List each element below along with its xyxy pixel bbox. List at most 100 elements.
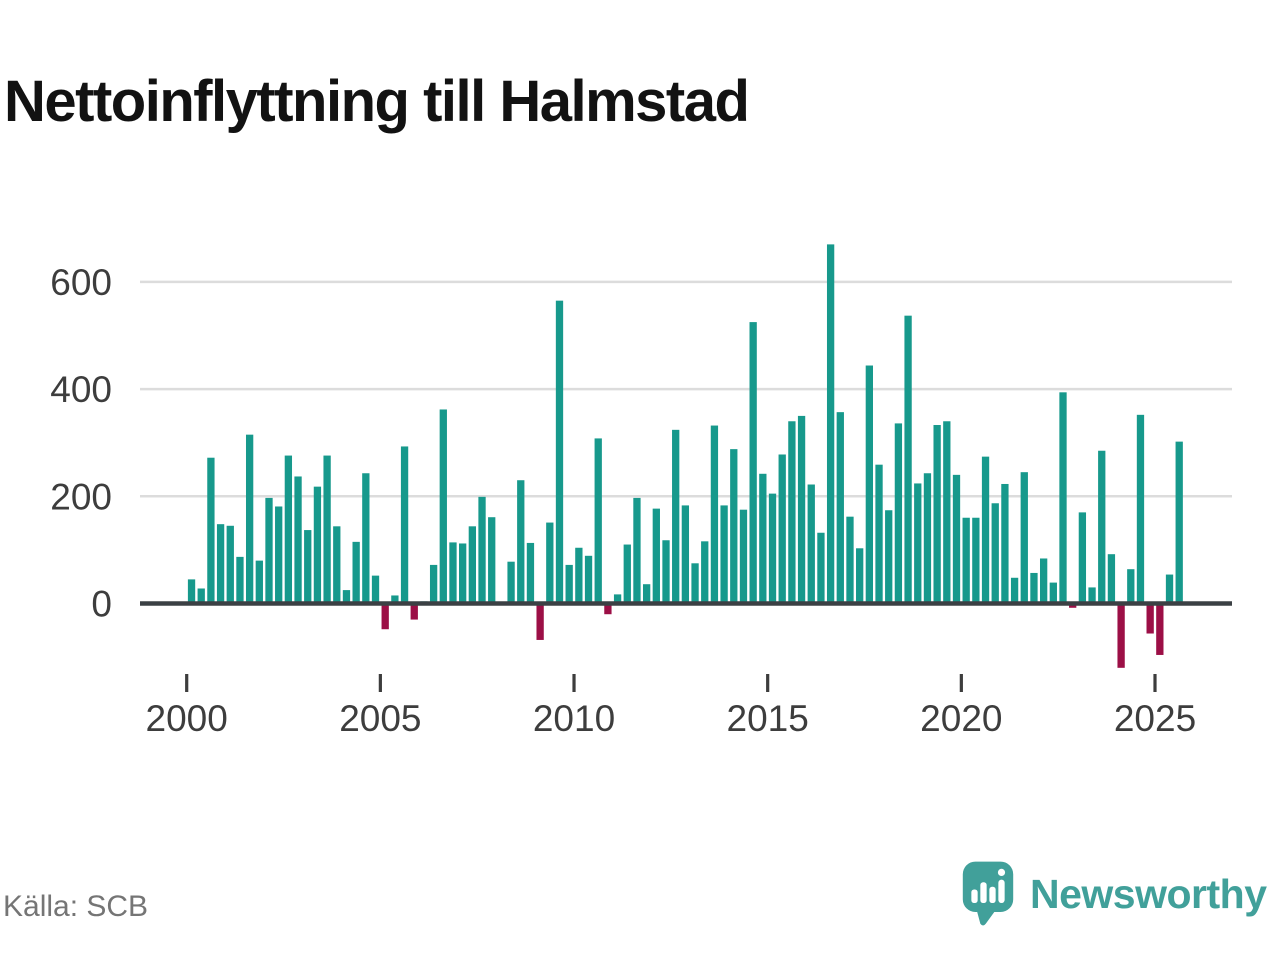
bar-positive [275, 506, 283, 604]
bar-positive [265, 497, 273, 604]
bar-positive [304, 530, 312, 604]
bar-positive [255, 560, 263, 604]
net-migration-bar-chart: 0 200 400 600 2000 2005 2010 2015 2020 2025 [50, 244, 1232, 739]
bar-negative [381, 603, 389, 630]
bar-negative [1146, 603, 1154, 634]
bar-positive [1165, 574, 1174, 604]
bar-positive [962, 517, 970, 604]
y-axis-label: 200 [50, 476, 112, 517]
x-axis-label: 2015 [727, 698, 809, 739]
bar-positive [1030, 572, 1038, 604]
bar-positive [991, 503, 999, 604]
bar-positive [1136, 414, 1145, 604]
bar-positive [662, 540, 670, 604]
bar-positive [1059, 392, 1067, 604]
bar-positive [952, 474, 961, 604]
bar-positive [826, 244, 835, 604]
bar-positive [517, 480, 525, 604]
bar-positive [633, 497, 641, 604]
bar-positive [914, 483, 922, 604]
bar-positive [943, 421, 951, 604]
bar-positive [400, 446, 409, 604]
bar-positive [575, 547, 583, 604]
bar-positive [865, 365, 873, 604]
page-title: Nettoinflyttning till Halmstad [4, 68, 750, 134]
bar-positive [875, 464, 883, 604]
bar-positive [555, 300, 564, 604]
bar-positive [391, 595, 399, 604]
x-axis-label: 2025 [1114, 698, 1196, 739]
bar-positive [846, 516, 854, 604]
bar-positive [739, 509, 748, 604]
bar-positive [546, 522, 554, 604]
x-axis-label: 2005 [339, 698, 421, 739]
bar-positive [1039, 558, 1048, 604]
bar-positive [1001, 483, 1009, 604]
bar-positive [807, 484, 815, 604]
bar-positive [594, 438, 602, 604]
x-axis-label: 2000 [146, 698, 228, 739]
bar-positive [894, 423, 903, 604]
bar-positive [236, 556, 244, 604]
bar-positive [681, 505, 690, 604]
bar-positive [439, 409, 447, 604]
bar-positive [507, 561, 515, 604]
bar-positive [836, 412, 844, 604]
bar-positive [1010, 577, 1019, 604]
bar-positive [1127, 569, 1135, 604]
bar-positive [1020, 472, 1028, 604]
bar-positive [352, 541, 360, 604]
newsworthy-speech-bubble-bar-chart-icon [962, 861, 1014, 926]
bar-positive [362, 473, 370, 604]
bar-negative [1156, 603, 1164, 655]
bar-positive [1175, 441, 1183, 604]
y-axis-label: 400 [50, 369, 112, 410]
bar-positive [652, 508, 660, 604]
bar-positive [797, 415, 806, 604]
bar-positive [207, 457, 215, 604]
bar-positive [788, 421, 796, 604]
bar-positive [710, 425, 719, 604]
bar-positive [749, 322, 757, 604]
bar-positive [468, 526, 476, 604]
bar-positive [488, 517, 496, 604]
bar-positive [1078, 512, 1087, 604]
bar-positive [187, 579, 196, 604]
bar-positive [1107, 554, 1116, 604]
bar-positive [691, 563, 699, 604]
bar-positive [720, 505, 728, 604]
bar-positive [323, 455, 331, 604]
bar-positive [623, 544, 631, 604]
bar-positive [216, 524, 225, 604]
bar-positive [701, 541, 709, 604]
bar-positive [478, 496, 486, 604]
x-axis-label: 2010 [533, 698, 615, 739]
bar-positive [526, 542, 535, 604]
bar-positive [584, 555, 593, 604]
source-note: Källa: SCB [3, 890, 149, 923]
bar-positive [885, 510, 893, 604]
y-axis-label: 600 [50, 262, 112, 303]
bar-positive [817, 532, 825, 604]
bar-negative [410, 603, 418, 620]
bar-positive [449, 542, 457, 604]
bar-positive [1049, 582, 1057, 604]
bar-positive [459, 543, 467, 604]
bar-positive [768, 493, 777, 604]
bar-positive [778, 454, 786, 604]
bar-positive [342, 590, 351, 604]
bar-positive [730, 449, 738, 604]
bar-positive [333, 526, 341, 604]
bar-positive [294, 476, 302, 604]
bar-positive [759, 473, 767, 604]
newsworthy-logo: Newsworthy [961, 857, 1267, 931]
bar-positive [1088, 587, 1096, 604]
bar-positive [856, 548, 864, 604]
bar-positive [672, 429, 680, 604]
bar-positive [923, 473, 932, 604]
newsworthy-logo-text: Newsworthy [1030, 870, 1267, 917]
bar-negative [604, 603, 612, 615]
bar-negative [1117, 603, 1125, 668]
bar-positive [972, 517, 980, 604]
bar-positive [313, 486, 322, 604]
